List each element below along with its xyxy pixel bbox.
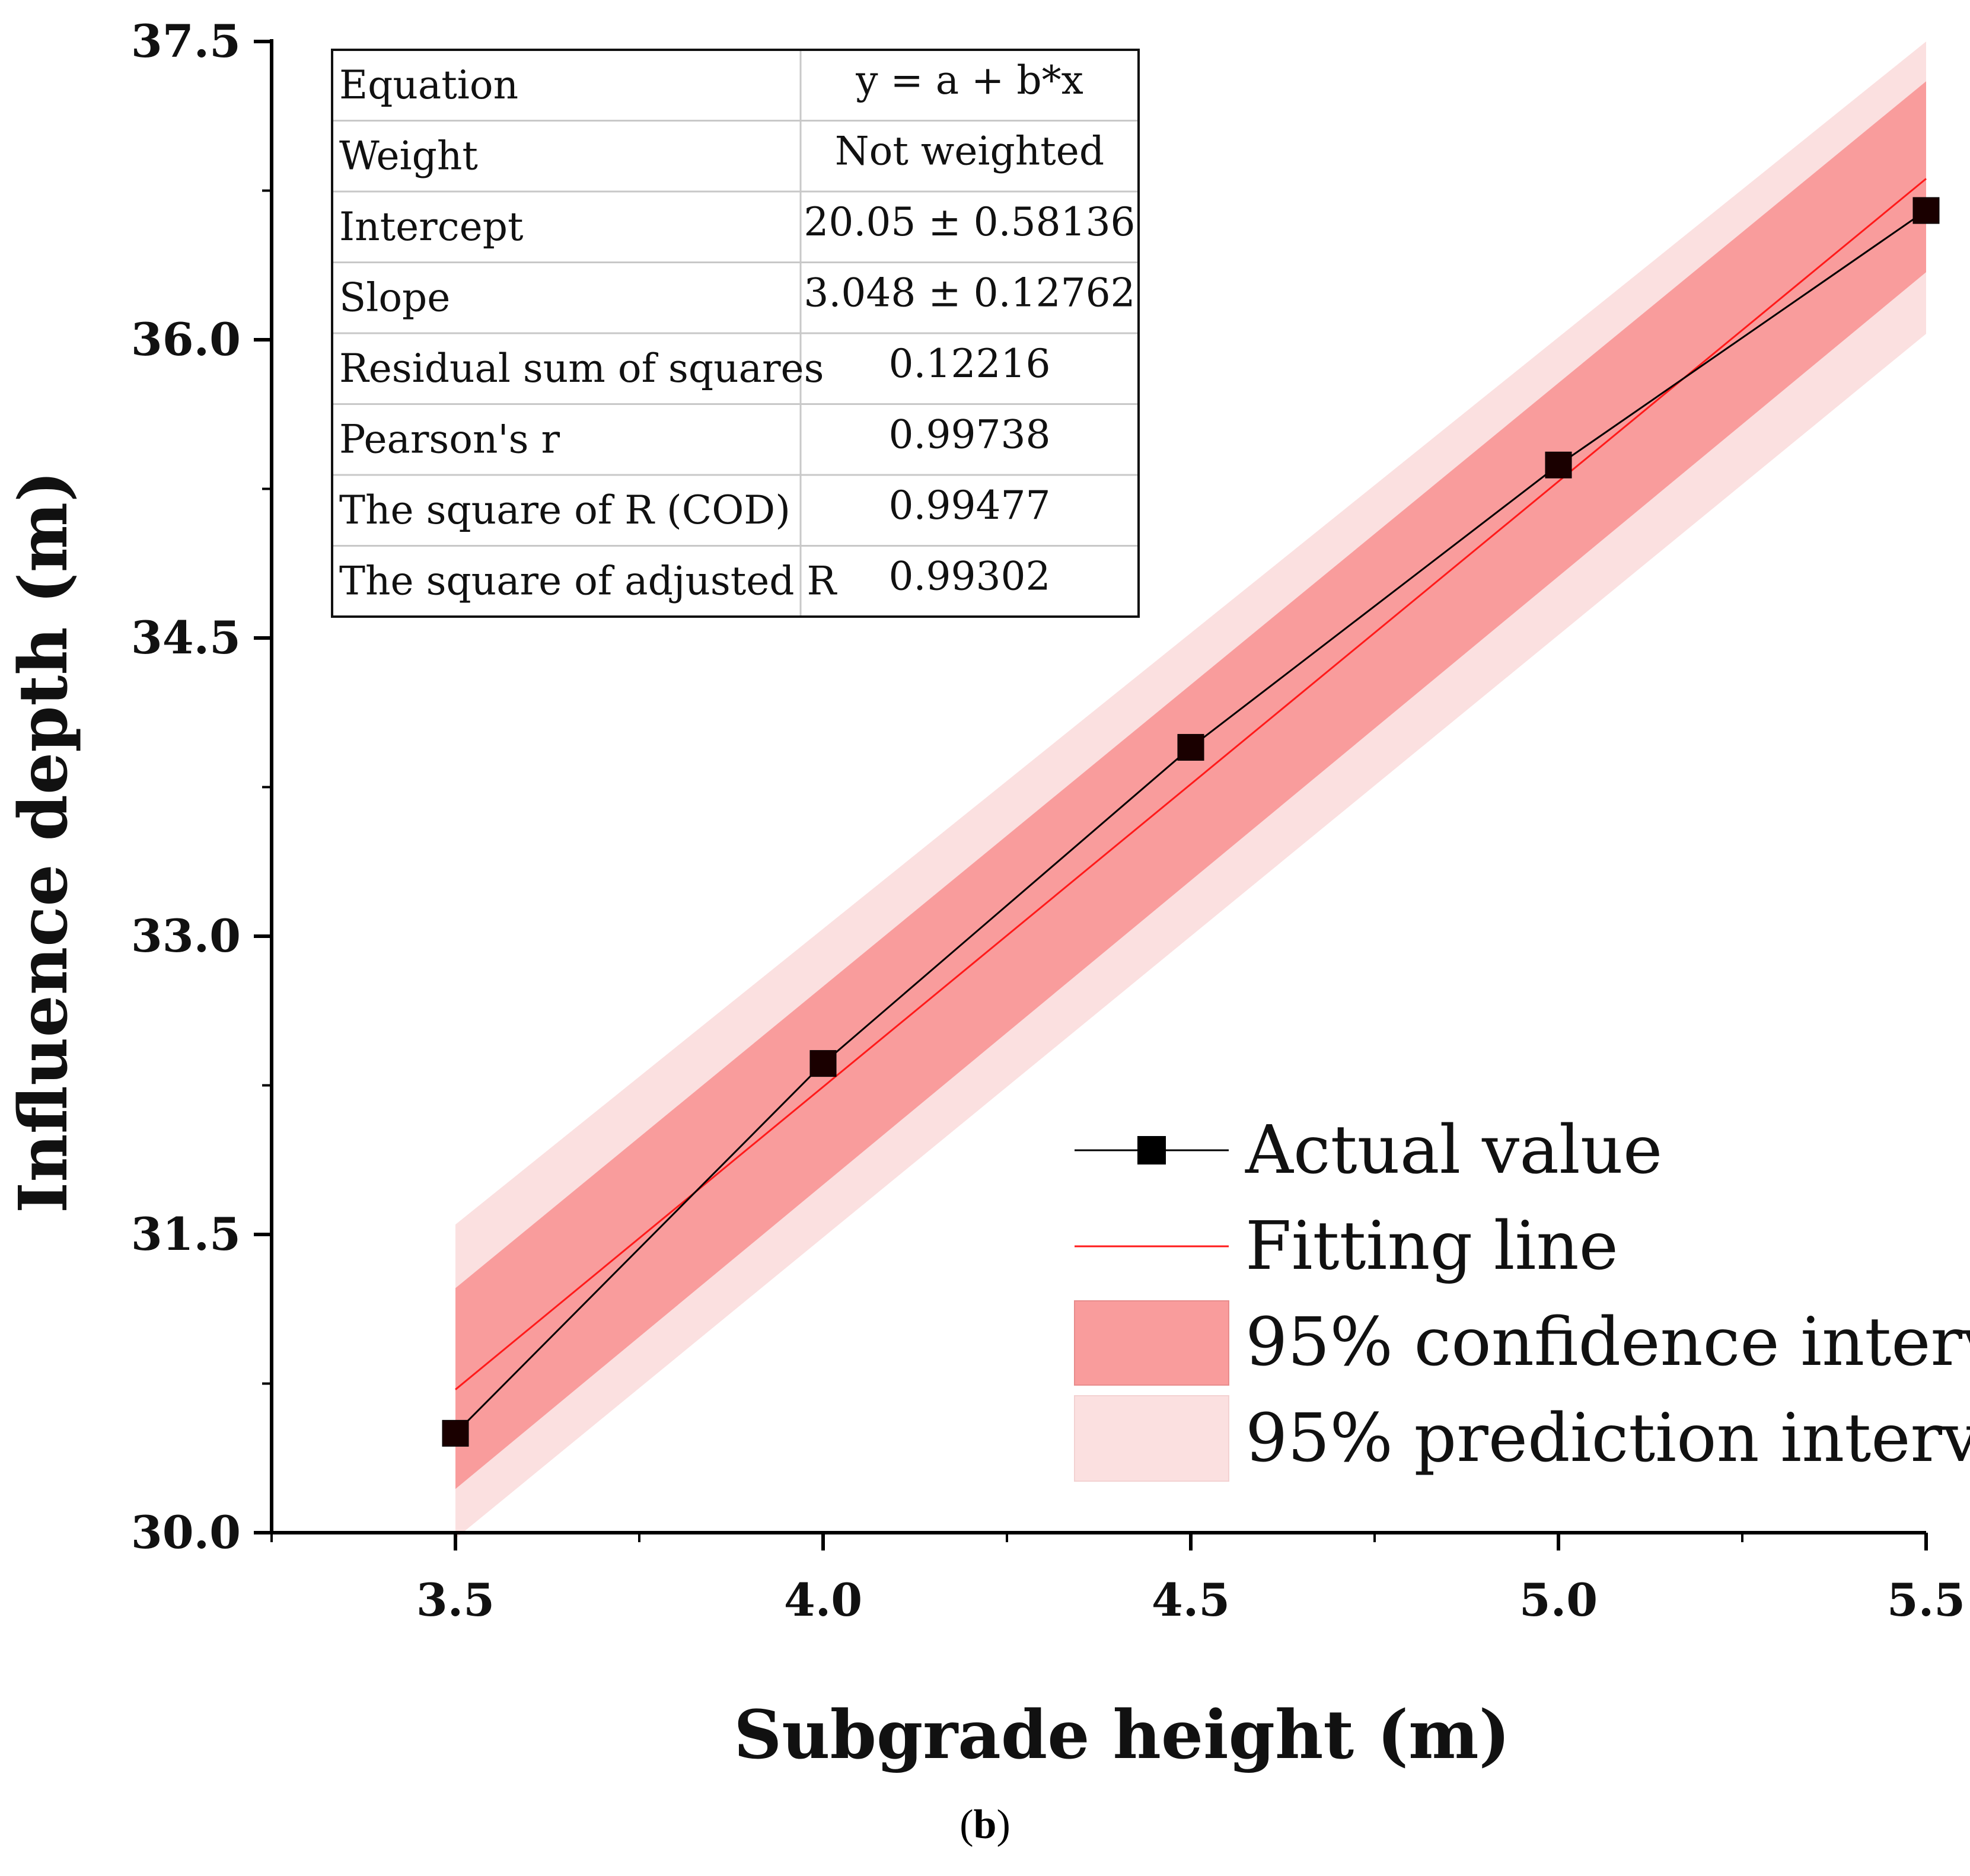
table-cell-label: Equation — [339, 62, 518, 108]
legend: Actual value Fitting line 95% confidence i… — [1074, 1112, 1970, 1482]
table-cell-value: 20.05 ± 0.58136 — [804, 199, 1135, 245]
data-point-marker — [809, 1050, 837, 1077]
table-cell-label: Pearson's r — [339, 416, 560, 462]
table-cell-value: 3.048 ± 0.12762 — [804, 270, 1135, 315]
y-tick-label: 31.5 — [131, 1208, 241, 1261]
legend-actual-marker — [1137, 1136, 1166, 1164]
legend-label-actual: Actual value — [1245, 1112, 1662, 1189]
data-point-marker — [1545, 451, 1572, 478]
tick-labels: 30.0 31.5 33.0 34.5 36.0 37.5 3.5 4.0 4.5 5.0 5.5 — [131, 15, 1965, 1626]
table-cell-label: Residual sum of squares — [339, 346, 824, 391]
y-tick-label: 30.0 — [131, 1506, 241, 1559]
legend-prediction-swatch — [1074, 1395, 1229, 1482]
caption-label: b — [973, 1802, 997, 1848]
table-cell-label: Intercept — [339, 204, 524, 250]
y-tick-label: 36.0 — [131, 313, 241, 366]
y-axis-label: Influence depth (m) — [5, 471, 82, 1213]
y-tick-label: 34.5 — [131, 611, 241, 664]
stats-table: Equation y = a + b*x Weight Not weighted Int… — [331, 49, 1140, 618]
x-tick-label: 4.0 — [784, 1574, 862, 1626]
table-cell-label: The square of adjusted R — [339, 558, 838, 604]
x-tick-label: 5.0 — [1519, 1574, 1598, 1626]
table-border — [331, 49, 1140, 618]
table-cell-value: 0.99738 — [889, 411, 1051, 457]
axes — [254, 39, 1928, 1550]
y-tick-label: 33.0 — [131, 910, 241, 962]
data-point-marker — [1912, 197, 1940, 224]
table-cell-label: Weight — [339, 133, 478, 178]
table-cell-label: Slope — [339, 275, 450, 320]
data-point-marker — [442, 1419, 469, 1447]
legend-label-confidence: 95% confidence interval — [1245, 1304, 1970, 1381]
x-axis-label: Subgrade height (m) — [734, 1696, 1510, 1774]
table-cell-label: The square of R (COD) — [339, 487, 790, 533]
series-lines — [442, 178, 1940, 1447]
table-cell-value: Not weighted — [835, 128, 1104, 174]
legend-label-prediction: 95% prediction interval — [1245, 1400, 1970, 1477]
x-tick-label: 3.5 — [416, 1574, 495, 1626]
x-tick-label: 4.5 — [1152, 1574, 1230, 1626]
y-tick-label: 37.5 — [131, 15, 241, 68]
table-cell-value: 0.12216 — [889, 341, 1051, 387]
legend-confidence-swatch — [1074, 1300, 1229, 1386]
x-tick-label: 5.5 — [1887, 1574, 1965, 1626]
data-point-marker — [1177, 733, 1204, 761]
table-cell-value: y = a + b*x — [855, 58, 1083, 103]
legend-label-fit: Fitting line — [1245, 1208, 1618, 1285]
table-cell-value: 0.99477 — [889, 483, 1051, 528]
figure-caption: (b) — [960, 1802, 1010, 1848]
table-cell-value: 0.99302 — [889, 553, 1051, 599]
